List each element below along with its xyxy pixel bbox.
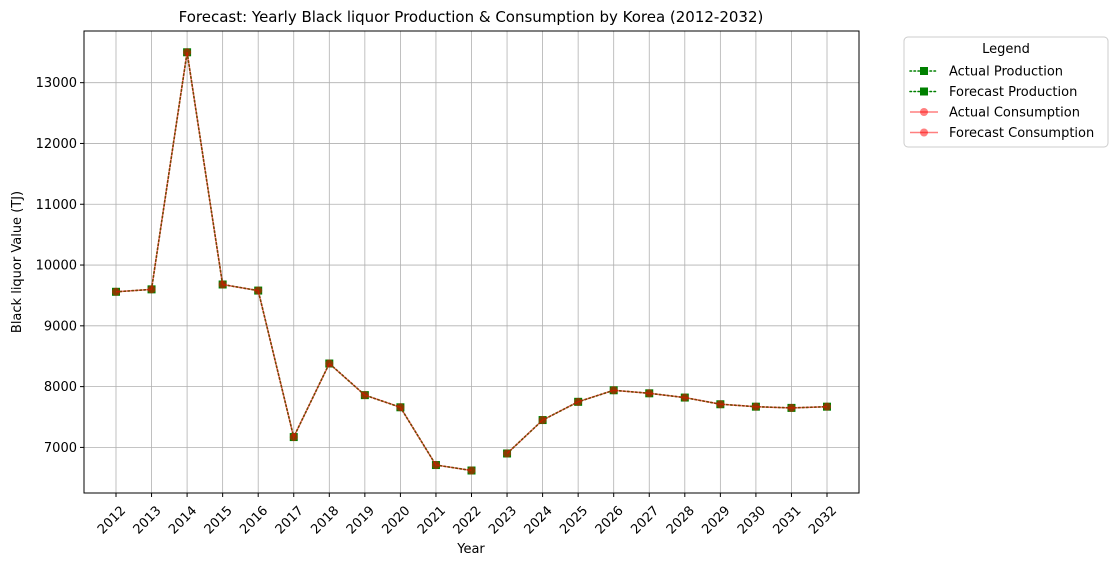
data-point — [609, 386, 618, 395]
data-point — [396, 403, 405, 412]
x-tick-label: 2024 — [522, 503, 556, 537]
data-point — [431, 461, 440, 470]
data-point — [787, 403, 796, 412]
legend-box — [903, 36, 1109, 148]
x-tick-label: 2032 — [806, 503, 840, 537]
data-point — [680, 393, 689, 402]
x-tick-label: 2030 — [735, 503, 769, 537]
legend-item: Actual Consumption — [910, 106, 1080, 121]
x-tick-label: 2020 — [379, 503, 413, 537]
grid — [84, 31, 859, 493]
data-point — [111, 287, 120, 296]
y-tick-label: 13000 — [36, 76, 77, 91]
data-point — [751, 402, 760, 411]
x-tick-label: 2021 — [415, 503, 449, 537]
legend-label: Actual Production — [949, 65, 1063, 80]
y-tick-label: 12000 — [36, 137, 77, 152]
data-point — [503, 449, 512, 458]
series-actual-consumption — [111, 48, 476, 475]
legend-label: Forecast Consumption — [949, 126, 1094, 141]
data-point — [325, 359, 334, 368]
legend-label: Forecast Production — [949, 85, 1077, 100]
x-tick-label: 2027 — [628, 503, 662, 537]
data-point — [716, 400, 725, 409]
x-tick-label: 2017 — [273, 503, 307, 537]
legend-title: Legend — [982, 42, 1030, 57]
x-tick-label: 2031 — [770, 503, 804, 537]
chart-title: Forecast: Yearly Black liquor Production… — [179, 8, 764, 26]
legend-marker — [920, 128, 928, 137]
x-tick-label: 2015 — [202, 503, 236, 537]
data-point — [645, 389, 654, 398]
data-point — [289, 433, 298, 442]
x-tick-label: 2013 — [131, 503, 165, 537]
legend-marker — [920, 108, 928, 116]
x-tick-label: 2022 — [451, 503, 485, 537]
data-point — [254, 286, 263, 295]
legend: Legend Actual Production Forecast Product… — [903, 36, 1109, 148]
y-tick-label: 11000 — [36, 198, 77, 213]
x-tick-label: 2029 — [699, 503, 733, 537]
series-line — [506, 389, 828, 455]
data-point — [823, 402, 832, 411]
x-tick-label: 2028 — [664, 503, 698, 537]
x-tick-label: 2023 — [486, 503, 520, 537]
x-axis-label: Year — [456, 542, 485, 557]
legend-item: Forecast Production — [909, 85, 1077, 100]
x-tick-label: 2026 — [593, 503, 627, 537]
x-tick-label: 2012 — [95, 503, 129, 537]
legend-item: Forecast Consumption — [910, 126, 1094, 141]
y-tick-label: 8000 — [44, 380, 77, 395]
legend-label: Actual Consumption — [949, 106, 1080, 121]
series-forecast-production — [503, 386, 832, 458]
series-layer — [111, 48, 832, 475]
data-point — [147, 285, 156, 294]
data-point — [218, 280, 227, 289]
x-tick-label: 2025 — [557, 503, 591, 537]
y-tick-label: 7000 — [44, 441, 77, 456]
data-point — [467, 466, 476, 475]
x-tick-label: 2016 — [237, 503, 271, 537]
x-tick-label: 2014 — [166, 503, 200, 537]
x-tick-label: 2018 — [308, 503, 342, 537]
y-axis-label: Black liquor Value (TJ) — [10, 191, 25, 333]
data-point — [574, 397, 583, 406]
y-tick-label: 10000 — [36, 259, 77, 274]
data-point — [538, 416, 547, 425]
legend-item: Actual Production — [909, 65, 1063, 80]
legend-marker — [920, 87, 928, 96]
data-point — [183, 48, 192, 57]
series-forecast-consumption — [503, 386, 832, 458]
legend-marker — [920, 67, 928, 75]
x-tick-label: 2019 — [344, 503, 378, 537]
data-point — [360, 391, 369, 400]
series-line — [506, 389, 828, 455]
y-tick-label: 9000 — [44, 319, 77, 334]
